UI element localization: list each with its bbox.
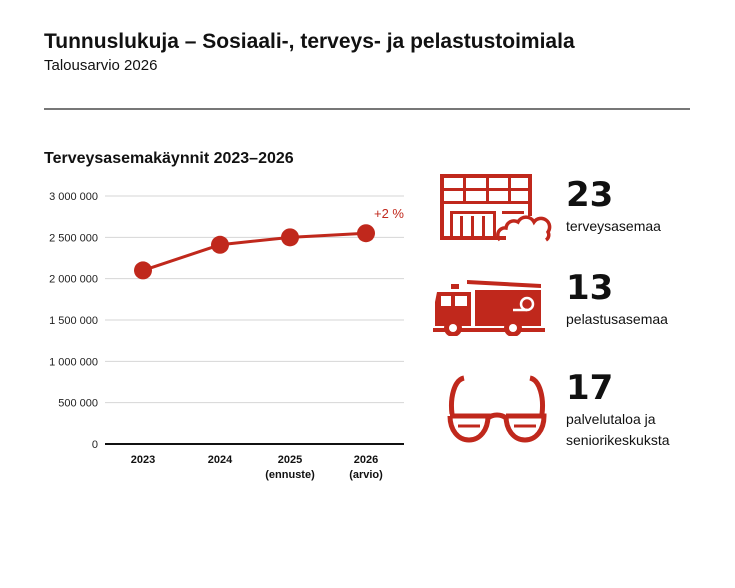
y-tick-label: 500 000 [58,398,98,410]
y-tick-label: 1 500 000 [49,315,98,327]
page-subtitle: Talousarvio 2026 [44,57,158,74]
stat-label: terveysasemaa [566,218,661,234]
y-tick-label: 2 500 000 [49,232,98,244]
x-tick-label: 2026 [354,454,378,466]
data-point [134,261,152,280]
divider [44,108,690,110]
stat-senior-centers: 17 palvelutaloa ja seniorikeskuksta [566,371,696,451]
data-point [357,224,375,243]
line-chart: 0 500 000 1 000 000 1 500 000 2 000 000 2 500… [49,191,404,481]
stat-value: 23 [566,175,614,215]
x-tick-label: 2025 [278,454,302,466]
health-center-building-icon [440,174,552,242]
y-tick-label: 1 000 000 [49,356,98,368]
x-tick-label: 2024 [208,454,233,466]
x-tick-label: 2023 [131,454,155,466]
fire-truck-icon [433,280,545,336]
y-tick-label: 2 000 000 [49,274,98,286]
data-point [211,235,229,254]
growth-annotation: +2 % [374,206,404,221]
x-tick-label: (ennuste) [265,469,315,481]
glasses-icon [447,375,547,443]
page-title: Tunnuslukuja – Sosiaali-, terveys- ja pe… [44,30,575,53]
stat-value: 13 [566,268,614,308]
chart-title: Terveysasemakäynnit 2023–2026 [44,150,294,167]
stat-label: pelastusasemaa [566,311,668,327]
stat-label: palvelutaloa ja seniorikeskuksta [566,411,670,448]
x-tick-label: (arvio) [349,469,383,481]
series-line [142,231,367,272]
y-tick-label: 3 000 000 [49,191,98,203]
stat-fire-stations: 13 pelastusasemaa [566,271,668,330]
y-tick-label: 0 [92,439,98,451]
data-point [281,228,299,247]
stat-health-centers: 23 terveysasemaa [566,178,661,237]
stat-value: 17 [566,368,614,408]
